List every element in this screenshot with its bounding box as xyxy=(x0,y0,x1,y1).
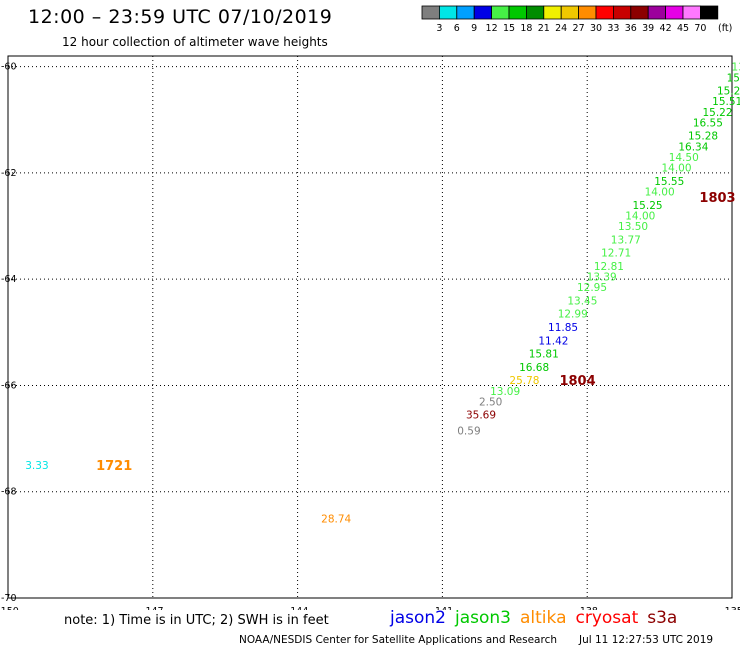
pass-time-label: 1804 xyxy=(559,374,595,389)
colorbar: 3 6 9 12 15 18 21 24 27 30 33 36 39 42 45 70 (ft) xyxy=(421,5,732,34)
y-tick-label: -64 xyxy=(1,274,17,285)
wave-height-label: 14.00 xyxy=(661,163,691,175)
wave-height-label: 12.95 xyxy=(577,282,607,294)
wave-height-label: 15.22 xyxy=(702,107,732,119)
colorbar-tick-label: 3 xyxy=(436,23,442,34)
footer-note: note: 1) Time is in UTC; 2) SWH is in fe… xyxy=(64,613,329,628)
wave-height-label: 13.39 xyxy=(587,272,617,284)
y-tick-label: -60 xyxy=(1,62,17,73)
colorbar-tick-label: 15 xyxy=(503,23,515,34)
colorbar-tick-label: 45 xyxy=(677,23,689,34)
wave-height-label: 13.45 xyxy=(567,295,597,307)
wave-height-label: 14.00 xyxy=(625,210,655,222)
wave-height-label: 16.68 xyxy=(519,362,549,374)
y-tick-label: -70 xyxy=(1,593,17,604)
colorbar-tick-label: 39 xyxy=(642,23,654,34)
colorbar-tick-label: 27 xyxy=(573,23,585,34)
colorbar-tick-label: 36 xyxy=(625,23,637,34)
credit-timestamp: Jul 11 12:27:53 UTC 2019 xyxy=(579,634,714,646)
wave-height-label: 15.25 xyxy=(633,200,663,212)
colorbar-tick-label: 6 xyxy=(454,23,460,34)
colorbar-tick-label: 42 xyxy=(660,23,672,34)
pass-time-label: 1803 xyxy=(699,191,735,206)
x-tick-label: -141 xyxy=(432,606,454,610)
plot-area: -150 -147 -144 -141 -138 -135 -60 -62 -64 -66 -68 -… xyxy=(0,55,740,610)
wave-height-label: 28.74 xyxy=(321,513,351,525)
y-tick-label: -68 xyxy=(1,487,17,498)
y-tick-label: -62 xyxy=(1,168,17,179)
legend-entry-jason2: jason2 xyxy=(390,608,446,628)
wave-height-label: 12.99 xyxy=(558,309,588,321)
colorbar-tick-label: 9 xyxy=(471,23,477,34)
wave-height-label: 0.59 xyxy=(457,426,480,438)
wave-height-label: 15.22 xyxy=(727,72,740,84)
wave-height-label: 35.69 xyxy=(466,410,496,422)
wave-height-label: 12.81 xyxy=(594,261,624,273)
wave-height-label: 25.78 xyxy=(509,375,539,387)
wave-height-label: 13.93 xyxy=(731,62,740,74)
colorbar-swatch xyxy=(700,5,719,20)
plot-frame xyxy=(7,55,733,599)
colorbar-tick-label: 12 xyxy=(486,23,498,34)
wave-height-label: 15.55 xyxy=(654,176,684,188)
wave-height-label: 16.55 xyxy=(693,117,723,129)
wave-height-label: 14.00 xyxy=(645,187,675,199)
colorbar-tick-label: 30 xyxy=(590,23,602,34)
wave-height-label: 13.77 xyxy=(611,234,641,246)
chart-subtitle: 12 hour collection of altimeter wave hei… xyxy=(62,35,328,49)
colorbar-tick-label: 21 xyxy=(538,23,550,34)
x-tick-label: -150 xyxy=(0,606,19,610)
wave-height-label: 14.50 xyxy=(669,152,699,164)
wave-height-label: 13.09 xyxy=(490,386,520,398)
wave-height-label: 12.71 xyxy=(601,248,631,260)
legend-entry-s3a: s3a xyxy=(647,608,678,628)
wave-height-label: 11.85 xyxy=(548,322,578,334)
wave-height-label: 15.28 xyxy=(688,131,718,143)
y-tick-label: -66 xyxy=(1,380,17,391)
colorbar-tick-label: 18 xyxy=(520,23,532,34)
x-tick-label: -138 xyxy=(576,606,598,610)
colorbar-tick-label: 24 xyxy=(555,23,567,34)
wave-height-label: 11.42 xyxy=(538,335,568,347)
legend-entry-jason3: jason3 xyxy=(455,608,511,628)
colorbar-unit: (ft) xyxy=(718,23,732,34)
pass-time-label: 1721 xyxy=(96,459,132,474)
wave-height-label: 15.81 xyxy=(529,349,559,361)
x-tick-label: -147 xyxy=(142,606,164,610)
wave-height-label: 15.22 xyxy=(717,86,740,98)
credit-line: NOAA/NESDIS Center for Satellite Applica… xyxy=(239,634,557,646)
x-tick-label: -135 xyxy=(721,606,740,610)
wave-height-label: 3.33 xyxy=(25,460,48,472)
wave-height-label: 13.50 xyxy=(618,221,648,233)
legend-entry-cryosat: cryosat xyxy=(575,608,639,628)
wave-height-label: 16.34 xyxy=(678,141,708,153)
satellite-legend: jason2 jason3 altika cryosat s3a xyxy=(390,608,686,628)
wave-height-label: 15.51 xyxy=(712,96,740,108)
colorbar-tick-label: 70 xyxy=(694,23,706,34)
x-tick-label: -144 xyxy=(287,606,309,610)
wave-height-label: 2.50 xyxy=(479,396,502,408)
legend-entry-altika: altika xyxy=(520,608,567,628)
chart-title: 12:00 – 23:59 UTC 07/10/2019 xyxy=(28,6,333,28)
colorbar-tick-label: 33 xyxy=(607,23,619,34)
